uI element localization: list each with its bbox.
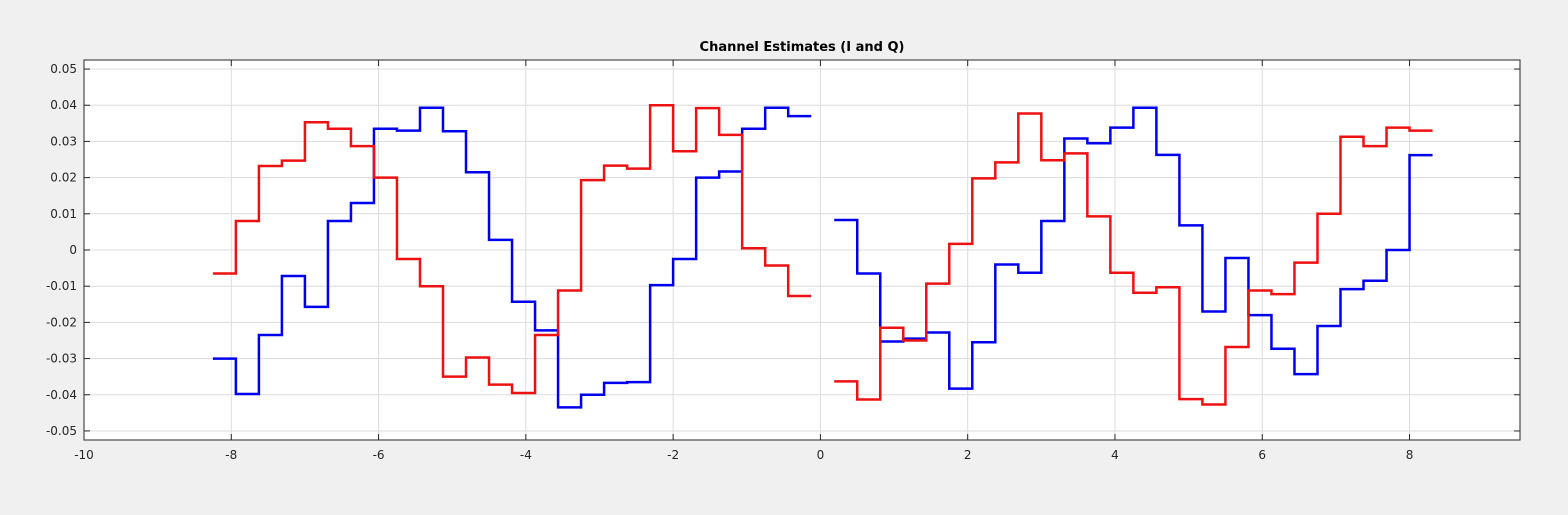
y-tick-label: -0.04 [46,388,77,402]
series-1-segment-1-line [212,106,812,409]
grid [83,60,1520,440]
x-tick-label: -4 [520,448,532,462]
x-tick-label: 8 [1406,448,1414,462]
series-2-segment-1-line [212,103,812,395]
series-2-segment-2-line [834,112,1433,406]
y-tick-label: 0.05 [50,62,77,76]
x-tick-label: 4 [1111,448,1119,462]
series-lines [212,103,1433,409]
y-tick-label: 0.04 [50,98,77,112]
axis-ticks: -10 -8 -6 -4 -2 0 2 4 6 8 0.05 0.04 0.03 0.02 0.01 0 -0.… [46,60,1520,462]
y-tick-label: 0.02 [50,171,77,185]
y-tick-label: -0.05 [46,424,77,438]
x-tick-label: 2 [964,448,972,462]
x-tick-label: -10 [74,448,94,462]
y-tick-label: -0.02 [46,315,77,329]
x-tick-label: 6 [1258,448,1266,462]
y-tick-label: 0 [69,243,77,257]
x-tick-label: -8 [225,448,237,462]
x-tick-label: 0 [817,448,825,462]
x-tick-label: -6 [373,448,385,462]
y-tick-label: -0.01 [46,279,77,293]
x-tick-label: -2 [667,448,679,462]
y-tick-label: 0.01 [50,207,77,221]
y-tick-label: -0.03 [46,352,77,366]
chart-title: Channel Estimates (I and Q) [700,40,905,55]
y-tick-label: 0.03 [50,134,77,148]
series-1-segment-2-line [834,106,1433,390]
